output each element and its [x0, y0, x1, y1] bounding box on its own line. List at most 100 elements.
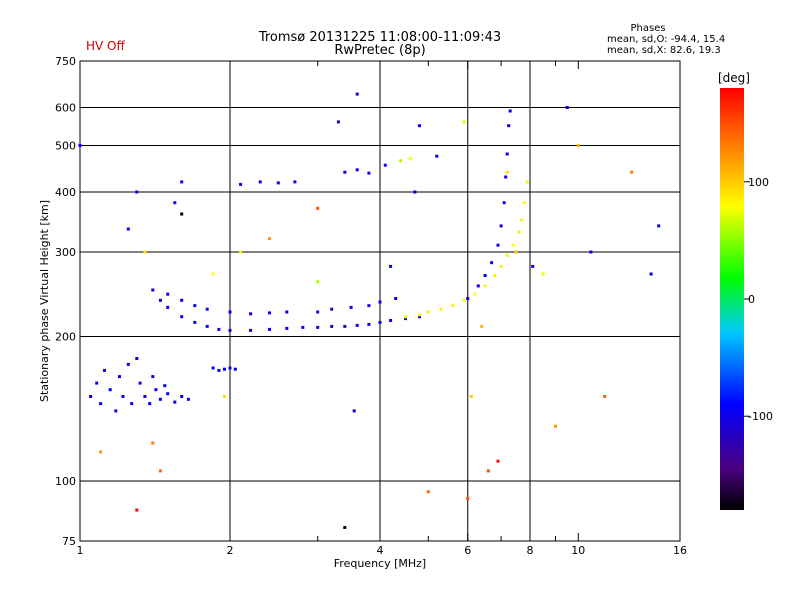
- y-tick-label: 300: [55, 246, 76, 259]
- data-point: [451, 304, 455, 308]
- data-point: [466, 297, 470, 300]
- data-point: [151, 288, 155, 292]
- x-tick-label: 2: [227, 544, 234, 557]
- data-point: [228, 310, 232, 314]
- data-point: [330, 324, 334, 328]
- data-point: [565, 106, 569, 109]
- data-point: [173, 201, 177, 205]
- data-point: [205, 324, 209, 328]
- data-point: [103, 368, 106, 372]
- data-point: [383, 163, 387, 167]
- colorbar-ticks: 100 0 -100: [744, 176, 773, 423]
- x-tick-label: 10: [571, 544, 585, 557]
- data-point: [525, 180, 529, 184]
- data-point: [408, 156, 412, 160]
- data-point: [404, 317, 407, 321]
- data-point: [603, 395, 607, 398]
- data-point: [151, 441, 155, 445]
- data-point: [211, 272, 215, 276]
- y-tick-label: 600: [55, 102, 76, 115]
- data-point: [404, 315, 407, 319]
- data-point: [378, 320, 382, 324]
- phase-colorbar: [720, 88, 744, 510]
- data-point: [148, 402, 152, 406]
- data-point: [166, 292, 170, 296]
- data-point: [505, 254, 509, 257]
- data-point: [180, 395, 184, 398]
- data-point: [576, 144, 580, 147]
- data-point: [367, 322, 371, 326]
- data-point: [496, 243, 500, 247]
- data-point: [135, 357, 139, 360]
- data-point: [223, 395, 226, 398]
- data-point: [508, 109, 512, 113]
- data-point: [657, 224, 661, 228]
- x-tick-label: 16: [673, 544, 687, 557]
- data-point: [355, 168, 359, 172]
- data-point: [228, 328, 232, 332]
- data-point: [343, 526, 347, 529]
- data-point: [531, 264, 535, 268]
- y-tick-label: 200: [55, 331, 76, 344]
- data-point: [466, 496, 470, 500]
- hv-status-label: HV Off: [86, 39, 125, 53]
- data-point: [301, 325, 305, 329]
- data-point: [514, 250, 518, 254]
- data-point: [135, 508, 139, 512]
- data-point: [158, 469, 162, 473]
- data-point: [399, 159, 403, 163]
- y-tick-label: 400: [55, 186, 76, 199]
- data-points: [78, 92, 661, 529]
- data-point: [78, 144, 82, 147]
- data-point: [130, 402, 134, 406]
- data-point: [426, 490, 430, 494]
- data-point: [355, 92, 359, 96]
- data-point: [490, 261, 494, 265]
- data-point: [367, 171, 371, 175]
- data-point: [378, 300, 382, 304]
- data-point: [316, 206, 320, 210]
- data-point: [541, 272, 545, 276]
- data-point: [180, 298, 184, 302]
- data-point: [499, 224, 503, 228]
- chart-title: Tromsø 20131225 11:08:00-11:09:43: [258, 30, 501, 45]
- data-point: [143, 250, 147, 254]
- data-point: [486, 469, 490, 473]
- data-point: [511, 243, 515, 247]
- data-point: [143, 395, 147, 398]
- data-point: [630, 170, 634, 174]
- data-point: [151, 375, 155, 379]
- chart-subtitle: RwPretec (8p): [334, 43, 425, 58]
- data-point: [418, 313, 421, 317]
- data-point: [473, 292, 477, 296]
- data-point: [389, 264, 393, 268]
- data-point: [233, 367, 237, 371]
- data-point: [193, 304, 197, 308]
- data-point: [394, 297, 398, 300]
- data-point: [316, 280, 320, 284]
- data-point: [499, 264, 503, 268]
- phase-stats-x: mean, sd,X: 82.6, 19.3: [607, 45, 721, 56]
- data-point: [135, 190, 139, 194]
- data-point: [126, 227, 130, 231]
- y-tick-label: 100: [55, 475, 76, 488]
- data-point: [268, 237, 271, 241]
- data-point: [435, 154, 439, 158]
- phase-stats-heading: Phases: [630, 23, 665, 34]
- data-point: [496, 459, 500, 463]
- data-point: [336, 120, 340, 124]
- data-point: [517, 230, 521, 234]
- data-point: [173, 400, 177, 404]
- phase-stats-o: mean, sd,O: -94.4, 15.4: [607, 34, 725, 45]
- data-point: [223, 367, 226, 371]
- x-tick-label: 4: [377, 544, 384, 557]
- data-point: [95, 381, 99, 385]
- data-point: [217, 368, 221, 372]
- data-point: [89, 395, 93, 398]
- y-tick-label: 750: [55, 55, 76, 68]
- data-point: [205, 307, 209, 311]
- data-point: [349, 305, 353, 309]
- data-point: [249, 328, 253, 332]
- y-tick-label: 500: [55, 140, 76, 153]
